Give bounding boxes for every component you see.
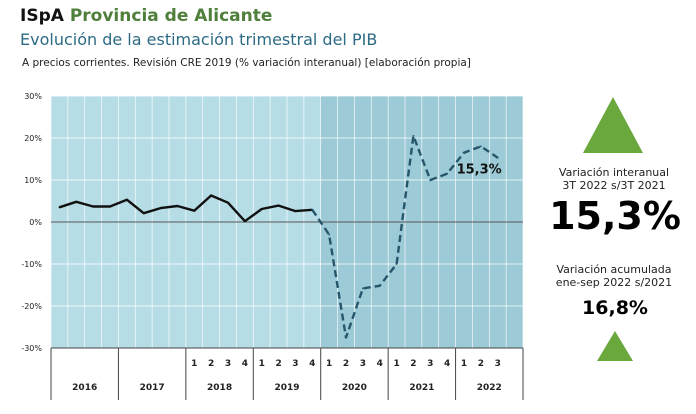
- series-point: [361, 287, 364, 290]
- series-point: [210, 194, 213, 197]
- x-quarter-label: 4: [377, 359, 383, 369]
- up-triangle-icon: [583, 97, 643, 153]
- x-quarter-label: 1: [259, 359, 265, 369]
- kpi-quarterly-value: 15,3%: [549, 194, 681, 238]
- series-point: [260, 208, 263, 210]
- series-point: [176, 205, 179, 207]
- y-tick-label: 20%: [24, 134, 42, 143]
- y-axis: 30% 20% 10% 0% -10% -20% -30%: [21, 92, 42, 353]
- y-tick-label: 30%: [24, 92, 42, 101]
- series-point: [125, 198, 128, 201]
- kpi-cumulative: Variación acumulada ene-sep 2022 s/2021: [540, 263, 688, 289]
- series-point: [58, 206, 61, 209]
- series-point: [378, 284, 381, 287]
- series-point: [294, 210, 297, 212]
- series-point: [193, 209, 196, 212]
- x-quarter-label: 2: [410, 359, 416, 369]
- x-year-label: 2022: [477, 383, 502, 393]
- series-line-2: [311, 134, 499, 339]
- x-quarter-label: 4: [309, 359, 315, 369]
- x-quarter-label: 3: [495, 359, 501, 369]
- y-tick-label: -30%: [21, 344, 42, 353]
- y-tick-label: 10%: [24, 176, 42, 185]
- series-point: [446, 172, 449, 175]
- kpi-quarterly-period: 3T 2022 s/3T 2021: [562, 179, 666, 192]
- x-quarter-label: 2: [208, 359, 214, 369]
- chart-title: Evolución de la estimación trimestral de…: [20, 30, 378, 49]
- series-point: [277, 204, 280, 207]
- x-quarter-label: 1: [461, 359, 467, 369]
- brand-name: Provincia de Alicante: [69, 6, 273, 26]
- x-year-label: 2019: [274, 383, 299, 393]
- x-year-label: 2016: [72, 383, 97, 393]
- series-point: [75, 200, 78, 203]
- y-tick-label: -20%: [21, 302, 42, 311]
- x-quarter-label: 3: [225, 359, 231, 369]
- x-quarter-label: 3: [292, 359, 298, 369]
- kpi-cumulative-value: 16,8%: [582, 297, 648, 319]
- series-point: [496, 156, 499, 159]
- x-quarter-label: 2: [275, 359, 281, 369]
- x-year-label: 2017: [140, 383, 165, 393]
- x-quarter-label: 3: [360, 359, 366, 369]
- series-point: [345, 336, 347, 339]
- series-point: [463, 151, 465, 154]
- series-point: [227, 201, 229, 204]
- x-quarter-label: 2: [478, 359, 484, 369]
- y-tick-label: 0%: [29, 218, 42, 227]
- series-point: [429, 179, 432, 181]
- brand-abbr: ISpA: [20, 6, 64, 26]
- series-line-1: [59, 194, 313, 223]
- series-point: [243, 220, 246, 223]
- series-point: [412, 135, 415, 137]
- series-point: [142, 212, 145, 215]
- series-point: [479, 145, 482, 148]
- up-triangle-icon: [597, 331, 633, 361]
- series-point: [159, 207, 162, 210]
- y-tick-label: -10%: [21, 260, 42, 269]
- x-quarter-label: 1: [393, 359, 399, 369]
- series-point: [92, 205, 95, 208]
- x-year-label: 2021: [409, 383, 434, 393]
- series-point: [395, 263, 398, 265]
- last-value-label: 15,3%: [457, 163, 502, 178]
- x-quarter-label: 1: [191, 359, 197, 369]
- kpi-cumulative-label: Variación acumulada: [556, 263, 672, 276]
- series-point: [328, 233, 331, 236]
- brand: ISpA Provincia de Alicante: [20, 6, 272, 26]
- x-quarter-label: 1: [326, 359, 332, 369]
- x-quarter-label: 2: [343, 359, 349, 369]
- x-quarter-label: 4: [444, 359, 450, 369]
- series-point: [311, 208, 314, 211]
- kpi-quarterly: Variación interanual 3T 2022 s/3T 2021: [540, 166, 688, 192]
- x-year-label: 2018: [207, 383, 232, 393]
- series-point: [109, 205, 111, 208]
- series-group: [58, 134, 499, 339]
- kpi-quarterly-label: Variación interanual: [558, 166, 670, 179]
- x-quarter-label: 4: [242, 359, 248, 369]
- x-quarter-label: 3: [427, 359, 433, 369]
- chart-subtitle: A precios corrientes. Revisión CRE 2019 …: [22, 57, 471, 69]
- kpi-cumulative-period: ene-sep 2022 s/2021: [555, 276, 673, 289]
- x-year-label: 2020: [342, 383, 367, 393]
